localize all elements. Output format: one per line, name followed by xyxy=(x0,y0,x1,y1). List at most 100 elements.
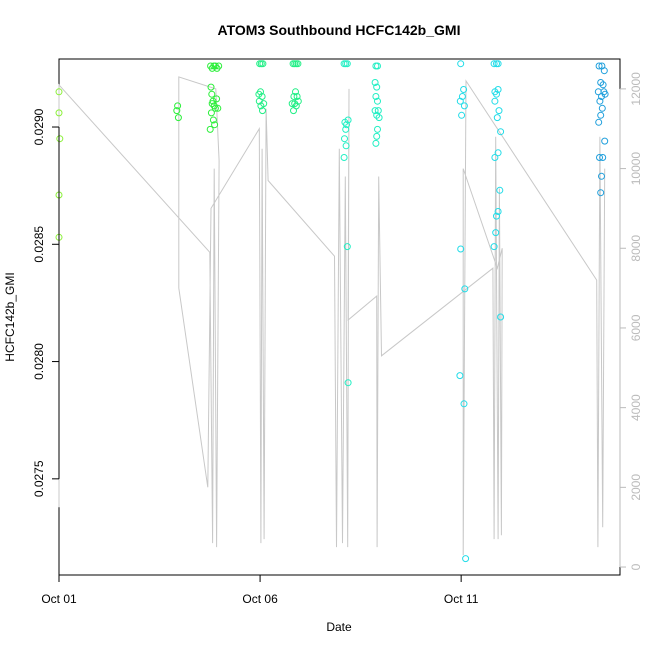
data-point xyxy=(208,90,216,98)
data-point xyxy=(288,100,296,108)
data-point xyxy=(211,121,219,129)
data-point xyxy=(294,60,302,68)
data-point xyxy=(497,128,505,136)
data-point xyxy=(341,135,348,143)
y-tick-label: 0.0275 xyxy=(32,460,46,497)
data-point xyxy=(294,97,302,105)
data-point xyxy=(343,243,351,251)
data-point xyxy=(597,189,605,197)
data-point xyxy=(596,154,603,161)
data-point xyxy=(374,125,381,133)
x-axis: Oct 01 Oct 06 Oct 11 xyxy=(41,574,479,606)
data-point xyxy=(343,121,350,129)
data-point xyxy=(373,132,381,140)
data-point xyxy=(373,83,381,91)
data-point xyxy=(495,107,503,115)
x-axis-label: Date xyxy=(326,620,352,634)
data-point xyxy=(56,135,64,143)
y2-tick-label: 12000 xyxy=(629,72,643,106)
data-point xyxy=(290,107,297,115)
x-tick-label: Oct 11 xyxy=(444,592,479,606)
data-point xyxy=(456,97,464,105)
data-point xyxy=(213,95,221,103)
data-point xyxy=(457,60,465,68)
data-point xyxy=(342,142,350,150)
data-point xyxy=(600,67,608,75)
data-point xyxy=(292,88,299,96)
data-point xyxy=(374,97,381,105)
y2-tick-label: 10000 xyxy=(629,152,643,186)
data-point xyxy=(207,83,215,91)
data-point xyxy=(460,400,468,408)
x-tick-label: Oct 01 xyxy=(41,592,77,606)
data-point xyxy=(497,313,505,321)
data-point xyxy=(599,81,607,89)
data-point xyxy=(208,100,216,108)
data-point xyxy=(460,102,468,110)
y2-tick-label: 8000 xyxy=(629,235,643,262)
data-point xyxy=(259,60,267,68)
data-point xyxy=(174,114,182,122)
data-point xyxy=(207,109,215,117)
data-point xyxy=(260,100,268,108)
data-point xyxy=(460,86,468,93)
data-point xyxy=(493,212,500,220)
data-point xyxy=(374,62,381,70)
data-point xyxy=(599,154,607,161)
data-point xyxy=(209,116,217,124)
data-point xyxy=(374,107,382,115)
y2-tick-label: 6000 xyxy=(629,314,643,341)
altitude-series xyxy=(58,76,606,556)
data-point xyxy=(343,60,351,68)
y-tick-label: 0.0280 xyxy=(32,343,46,380)
data-point xyxy=(211,104,219,112)
data-point xyxy=(493,114,501,122)
data-point xyxy=(174,102,182,110)
data-point xyxy=(215,62,223,70)
data-point xyxy=(598,172,605,180)
y2-tick-label: 2000 xyxy=(629,474,643,501)
data-point xyxy=(490,60,498,68)
data-point xyxy=(601,137,609,145)
altitude-line xyxy=(58,76,606,556)
y2-axis: 0 2000 4000 6000 8000 10000 12000 xyxy=(619,72,643,570)
data-point xyxy=(595,118,603,126)
plot-frame xyxy=(58,58,621,576)
data-point xyxy=(494,86,502,93)
data-point xyxy=(494,208,502,215)
data-point xyxy=(372,93,380,100)
data-point xyxy=(456,372,464,380)
chart-title: ATOM3 Southbound HCFC142b_GMI xyxy=(218,22,461,38)
data-point xyxy=(290,93,298,100)
data-point xyxy=(491,154,499,161)
data-point xyxy=(461,285,469,293)
data-point xyxy=(371,79,379,86)
data-point xyxy=(55,88,63,96)
data-point xyxy=(344,379,352,387)
data-point xyxy=(493,90,500,98)
y2-tick-label: 4000 xyxy=(629,394,643,421)
data-point xyxy=(595,62,603,70)
data-point xyxy=(458,111,466,119)
data-point xyxy=(206,125,214,133)
data-point xyxy=(598,104,606,112)
data-point xyxy=(597,111,605,119)
data-point xyxy=(490,243,498,251)
data-point xyxy=(462,555,470,563)
data-point xyxy=(457,245,465,253)
data-point xyxy=(372,139,380,147)
data-point xyxy=(55,109,63,117)
data-points xyxy=(55,60,609,563)
data-point xyxy=(496,186,504,194)
data-point xyxy=(257,88,264,96)
data-point xyxy=(597,79,605,86)
y-tick-label: 0.0290 xyxy=(32,108,46,145)
y-axis: 0.0275 0.0280 0.0285 0.0290 xyxy=(32,108,60,497)
data-point xyxy=(491,97,499,105)
data-point xyxy=(596,97,604,105)
data-point xyxy=(340,154,348,161)
y2-tick-label: 0 xyxy=(629,563,643,570)
data-point xyxy=(600,88,608,96)
data-point xyxy=(373,111,381,119)
